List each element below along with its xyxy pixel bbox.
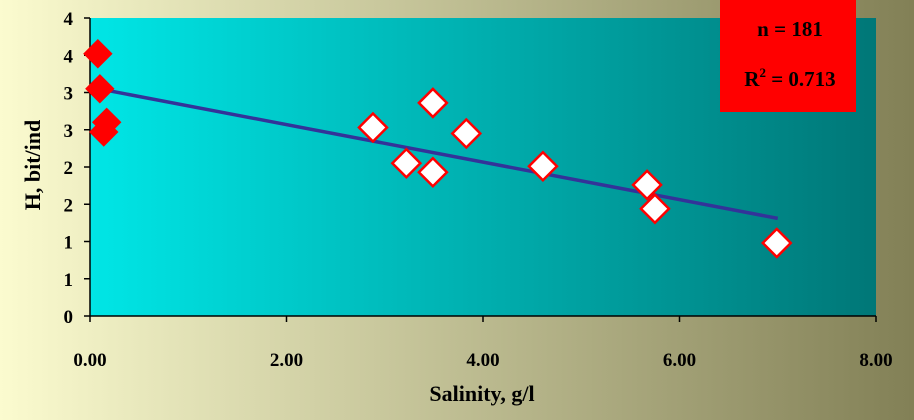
stats-box xyxy=(720,0,856,112)
y-tick-label: 1 xyxy=(64,233,74,254)
y-tick-label: 3 xyxy=(64,84,74,105)
data-point-filled xyxy=(85,74,115,104)
y-axis-title: H, bit/ind xyxy=(20,120,45,210)
data-points xyxy=(83,39,793,259)
data-point-hollow xyxy=(417,87,449,119)
y-tick-label: 3 xyxy=(64,121,74,142)
x-tick-label: 6.00 xyxy=(663,350,696,371)
data-point-hollow xyxy=(417,156,449,188)
data-point-hollow xyxy=(760,227,793,259)
data-point-hollow xyxy=(450,117,483,150)
data-point-hollow xyxy=(357,111,389,144)
data-point-hollow xyxy=(527,150,559,183)
trendline xyxy=(94,86,779,221)
x-tick-label: 8.00 xyxy=(859,350,892,371)
x-tick-label: 0.00 xyxy=(73,350,106,371)
data-point-filled xyxy=(83,39,113,69)
x-ticks: 0.00 2.00 4.00 6.00 8.00 xyxy=(73,316,893,371)
y-tick-label: 1 xyxy=(64,270,74,291)
x-axis-title: Salinity, g/l xyxy=(429,381,534,406)
stats-annotation: n = 181 R2 = 0.713 xyxy=(720,0,856,112)
y-tick-label: 2 xyxy=(64,158,74,179)
stats-n: n = 181 xyxy=(757,17,823,41)
x-tick-label: 2.00 xyxy=(270,350,303,371)
y-tick-label: 0 xyxy=(64,307,74,328)
x-tick-label: 4.00 xyxy=(466,350,499,371)
y-tick-label: 4 xyxy=(64,9,74,30)
y-tick-label: 4 xyxy=(64,46,74,67)
data-point-hollow xyxy=(631,169,663,201)
data-point-hollow xyxy=(639,192,671,225)
y-ticks: 0 1 1 2 2 3 3 4 4 xyxy=(64,9,90,328)
data-point-hollow xyxy=(390,147,423,180)
axes: 0.00 2.00 4.00 6.00 8.00 0 1 1 2 2 3 3 4 4 xyxy=(64,9,893,371)
data-point-filled xyxy=(89,117,119,147)
stats-r2: R2 = 0.713 xyxy=(744,65,835,91)
y-tick-label: 2 xyxy=(64,195,74,216)
